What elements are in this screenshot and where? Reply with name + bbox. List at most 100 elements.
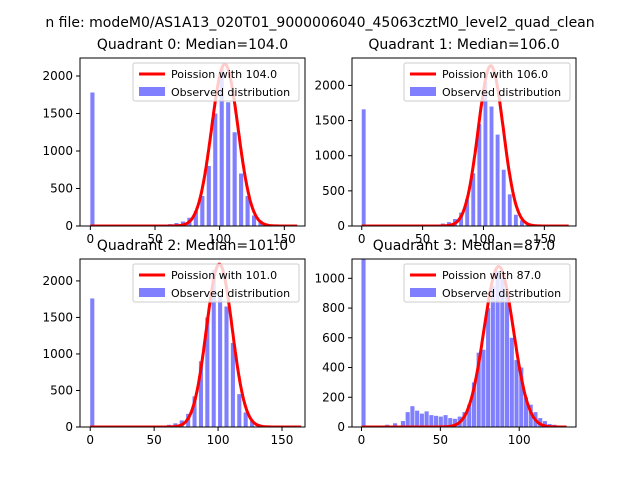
y-tick-label: 1000 <box>42 144 73 158</box>
legend-label-observed: Observed distribution <box>442 86 561 99</box>
histogram-bar <box>434 415 439 427</box>
histogram-bar <box>443 415 448 427</box>
histogram-bar <box>393 423 398 427</box>
y-tick-label: 1000 <box>42 347 73 361</box>
x-tick-label: 0 <box>358 433 366 447</box>
histogram-bar <box>523 397 529 427</box>
legend-box <box>403 62 571 102</box>
y-tick-label: 800 <box>322 301 345 315</box>
histogram-bar <box>514 360 519 427</box>
histogram-bar <box>467 404 472 427</box>
legend-label-fit: Poission with 101.0 <box>171 269 277 282</box>
axes-frame <box>351 57 577 227</box>
panel-title: Quadrant 0: Median=104.0 <box>97 37 288 53</box>
legend-label-observed: Observed distribution <box>442 287 561 300</box>
histogram-bar <box>239 173 244 226</box>
histogram-bar <box>198 361 203 427</box>
histogram-bar <box>459 212 464 226</box>
legend-bar-swatch <box>139 87 165 96</box>
histogram-bar <box>206 166 211 226</box>
y-tick-label: 400 <box>322 361 345 375</box>
histogram-bar <box>505 293 510 427</box>
legend: Poission with 101.0 Observed distribution <box>132 263 300 303</box>
x-tick-label: 100 <box>472 232 495 246</box>
axes-frame <box>79 258 306 428</box>
panel-title: Quadrant 3: Median=87.0 <box>373 238 555 254</box>
x-tick-label: 150 <box>271 433 294 447</box>
legend-label-observed: Observed distribution <box>171 287 290 300</box>
x-tick-label: 0 <box>87 232 95 246</box>
histogram-bar <box>211 269 216 427</box>
histogram-bar <box>500 278 505 427</box>
histogram-bar <box>507 194 512 226</box>
histogram-bar <box>415 410 420 427</box>
y-tick-label: 0 <box>65 219 73 233</box>
histogram-bar <box>90 298 95 427</box>
histogram-bar <box>490 285 495 427</box>
x-tick-label: 150 <box>533 232 556 246</box>
histogram-bars <box>361 81 561 226</box>
histogram-bar <box>513 214 518 226</box>
histogram-bar <box>232 132 237 226</box>
y-tick-label: 2000 <box>42 69 73 83</box>
y-tick-label: 2000 <box>42 274 73 288</box>
poisson-fit-line <box>360 264 568 427</box>
histogram-bar <box>501 169 506 226</box>
histogram-bar <box>471 173 476 226</box>
legend-bar-swatch <box>410 87 436 96</box>
y-tick-label: 1000 <box>314 149 345 163</box>
x-tick-label: 100 <box>508 433 531 447</box>
x-tick-label: 50 <box>147 433 162 447</box>
histogram-bar <box>419 413 424 427</box>
histogram-bar <box>192 396 197 427</box>
histogram-bar <box>489 106 494 226</box>
histogram-bar <box>471 382 476 427</box>
legend: Poission with 106.0 Observed distribution <box>403 62 571 102</box>
histogram-bar <box>465 199 470 226</box>
histogram-bar <box>520 220 524 226</box>
y-tick-label: 200 <box>322 390 345 404</box>
axes-frame <box>351 258 577 428</box>
x-tick-label: 100 <box>208 232 231 246</box>
y-tick-label: 500 <box>50 182 73 196</box>
y-tick-label: 2000 <box>314 78 345 92</box>
histogram-bar <box>481 349 486 427</box>
histogram-bar <box>519 367 524 427</box>
y-tick-label: 500 <box>50 383 73 397</box>
histogram-bar <box>452 418 458 427</box>
legend: Poission with 104.0 Observed distribution <box>132 62 300 102</box>
legend-bar-swatch <box>139 288 165 297</box>
histogram-bar <box>483 81 488 226</box>
axes-frame <box>79 57 306 227</box>
histogram-bar <box>486 308 491 427</box>
histogram-bar <box>250 420 255 427</box>
histogram-bar <box>193 211 198 226</box>
histogram-bar <box>400 421 406 427</box>
histogram-bar <box>200 196 205 226</box>
y-tick-label: 500 <box>322 184 345 198</box>
histogram-bar <box>237 394 242 427</box>
histogram-bar <box>213 113 218 226</box>
figure-suptitle: n file: modeM0/AS1A13_020T01_9000006040_… <box>45 15 594 31</box>
histogram-bar <box>495 134 500 226</box>
histogram-bar <box>90 92 95 226</box>
histogram-bar <box>476 352 481 427</box>
x-tick-label: 0 <box>86 433 94 447</box>
legend-box <box>403 263 571 303</box>
histogram-bar <box>218 295 223 427</box>
histogram-bar <box>495 270 500 427</box>
legend-bar-swatch <box>410 288 436 297</box>
panel-title: Quadrant 2: Median=101.0 <box>97 238 288 254</box>
y-tick-label: 1500 <box>314 114 345 128</box>
histogram-bar <box>509 337 514 427</box>
y-tick-label: 1000 <box>314 271 345 285</box>
histogram-bar <box>226 102 231 226</box>
histogram-bar <box>251 215 257 226</box>
histogram-bar <box>528 404 533 427</box>
x-tick-label: 0 <box>358 232 366 246</box>
